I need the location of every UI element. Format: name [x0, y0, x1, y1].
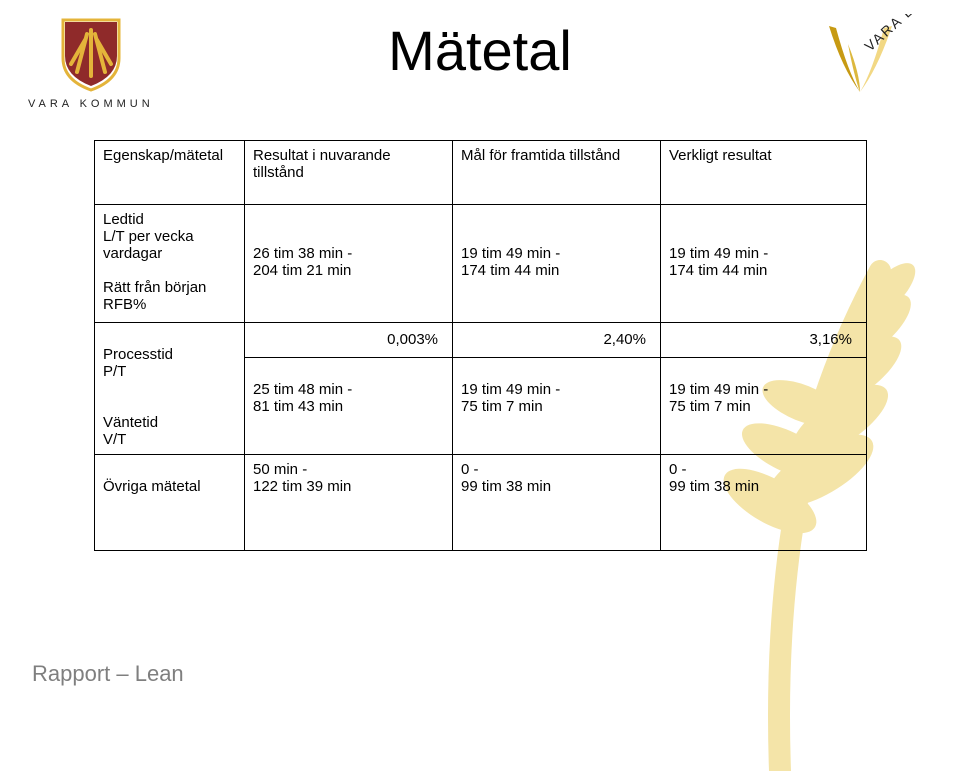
- cell-proc-goal: 19 tim 49 min - 75 tim 7 min: [453, 357, 661, 454]
- row-ledtid: Ledtid L/T per vecka vardagar Rätt från …: [95, 205, 867, 323]
- cell-ovriga-label: Övriga mätetal: [95, 455, 245, 551]
- brand-text: VARA KOMMUN: [28, 98, 154, 110]
- th-property: Egenskap/mätetal: [95, 141, 245, 205]
- row-ovriga: Övriga mätetal 50 min - 122 tim 39 min 0…: [95, 455, 867, 551]
- cell-ledtid-goal: 19 tim 49 min - 174 tim 44 min: [453, 205, 661, 323]
- cell-ledtid-current: 26 tim 38 min - 204 tim 21 min: [245, 205, 453, 323]
- cell-pct-current: 0,003%: [245, 323, 453, 358]
- page-title: Mätetal: [388, 18, 572, 83]
- th-current: Resultat i nuvarande tillstånd: [245, 141, 453, 205]
- th-goal: Mål för framtida tillstånd: [453, 141, 661, 205]
- cell-pct-goal: 2,40%: [453, 323, 661, 358]
- cell-ovriga-current: 50 min - 122 tim 39 min: [245, 455, 453, 551]
- metrics-table: Egenskap/mätetal Resultat i nuvarande ti…: [94, 140, 866, 551]
- row-percent: Processtid P/T Väntetid V/T 0,003% 2,40%…: [95, 323, 867, 358]
- cell-proc-actual: 19 tim 49 min - 75 tim 7 min: [661, 357, 867, 454]
- table-header-row: Egenskap/mätetal Resultat i nuvarande ti…: [95, 141, 867, 205]
- footer-text: Rapport – Lean: [32, 661, 184, 687]
- brand-block: VARA KOMMUN: [28, 14, 154, 110]
- cell-ledtid-label: Ledtid L/T per vecka vardagar Rätt från …: [95, 205, 245, 323]
- cell-pct-actual: 3,16%: [661, 323, 867, 358]
- cell-ovriga-goal: 0 - 99 tim 38 min: [453, 455, 661, 551]
- th-actual: Verkligt resultat: [661, 141, 867, 205]
- lean-mark: VARA LEAN: [804, 14, 924, 129]
- cell-ovriga-actual: 0 - 99 tim 38 min: [661, 455, 867, 551]
- lean-mark-text: VARA LEAN: [861, 14, 924, 54]
- cell-ledtid-actual: 19 tim 49 min - 174 tim 44 min: [661, 205, 867, 323]
- brand-shield-icon: [51, 14, 131, 92]
- cell-processtid-label: Processtid P/T Väntetid V/T: [95, 323, 245, 455]
- cell-proc-current: 25 tim 48 min - 81 tim 43 min: [245, 357, 453, 454]
